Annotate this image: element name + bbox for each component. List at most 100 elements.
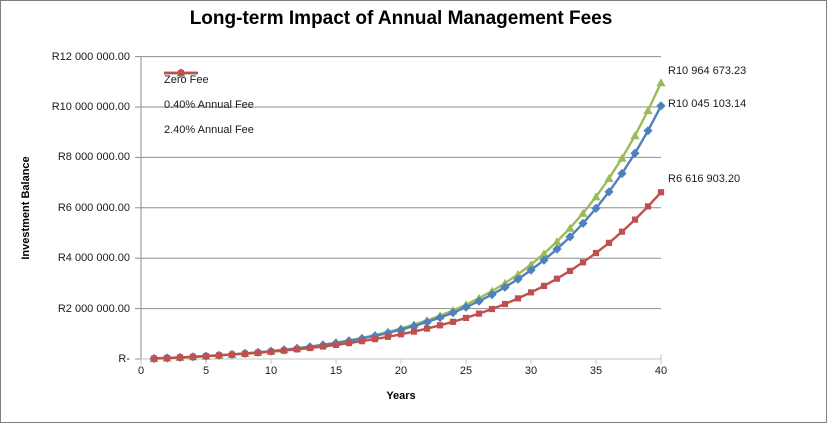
square-marker (189, 353, 197, 360)
diamond-marker (448, 308, 458, 318)
triangle-marker (643, 106, 653, 115)
y-tick-label: R8 000 000.00 (57, 151, 130, 163)
square-marker (592, 249, 600, 257)
square-marker (462, 314, 470, 321)
square-marker (605, 239, 613, 246)
square-marker (423, 325, 431, 332)
diamond-marker (643, 126, 653, 136)
triangle-marker (604, 174, 614, 182)
series-layer (149, 78, 666, 364)
x-tick-label: 15 (329, 365, 343, 377)
diamond-marker (591, 203, 601, 213)
triangle-marker (565, 223, 575, 232)
square-marker (267, 348, 275, 355)
square-marker (306, 344, 314, 352)
square-marker (319, 343, 327, 350)
triangle-marker (526, 260, 536, 269)
square-marker (644, 203, 652, 210)
diamond-marker (487, 290, 497, 300)
x-tick-label: 30 (524, 365, 538, 377)
square-marker (176, 354, 184, 361)
y-axis (135, 56, 142, 364)
square-marker (254, 349, 262, 356)
square-marker (475, 310, 483, 317)
triangle-marker (630, 131, 640, 140)
diamond-marker (435, 313, 445, 323)
legend-marker-240-fee (164, 69, 198, 77)
x-axis-title: Years (386, 390, 416, 402)
diamond-marker (500, 282, 510, 292)
data-label-040-fee: R10 045 103.14 (668, 98, 747, 110)
diamond-marker (604, 187, 614, 197)
square-marker (332, 341, 340, 348)
diamond-marker (409, 321, 419, 331)
square-marker (177, 69, 185, 77)
data-label-240-fee: R6 616 903.20 (668, 173, 741, 185)
square-marker (358, 338, 366, 345)
diamond-marker (630, 148, 640, 158)
x-tick-label: 0 (137, 365, 145, 377)
y-tick-label: R2 000 000.00 (57, 303, 130, 315)
square-marker (150, 355, 158, 362)
triangle-marker (656, 78, 666, 87)
square-marker (501, 300, 509, 308)
square-marker (280, 347, 288, 354)
x-tick-label: 20 (394, 365, 408, 377)
x-tick-label: 40 (654, 365, 668, 377)
square-marker (215, 352, 223, 359)
legend-label: Zero Fee (164, 73, 209, 86)
series-line-1 (153, 105, 663, 360)
triangle-marker (591, 192, 601, 201)
y-tick-label: R10 000 000.00 (51, 101, 130, 113)
x-axis (140, 354, 662, 364)
diamond-marker (526, 265, 536, 275)
square-marker (293, 346, 301, 353)
x-tick-label: 25 (459, 365, 473, 377)
legend-label: 2.40% Annual Fee (164, 123, 254, 136)
triangle-marker (539, 249, 549, 258)
square-marker (384, 333, 392, 340)
square-marker (540, 282, 548, 289)
x-tick-label: 5 (202, 365, 210, 377)
y-tick-label: R- (118, 353, 130, 365)
square-marker (228, 351, 236, 358)
diamond-marker (565, 232, 575, 242)
square-marker (449, 318, 457, 325)
legend: Zero Fee 0.40% Annual Fee 2.40% Annual F… (164, 67, 254, 142)
square-marker (657, 189, 665, 196)
diamond-marker (656, 101, 666, 111)
diamond-marker (422, 317, 432, 327)
diamond-marker (617, 168, 627, 179)
square-marker (527, 289, 535, 296)
series-line-2 (153, 191, 662, 360)
triangle-marker (552, 237, 562, 246)
square-marker (202, 353, 210, 360)
x-tick-label: 35 (589, 365, 603, 377)
x-tick-label: 10 (264, 365, 278, 377)
square-marker (436, 322, 444, 329)
y-tick-label: R12 000 000.00 (51, 51, 130, 63)
triangle-marker (617, 153, 627, 162)
diamond-marker (578, 218, 588, 228)
square-marker (410, 328, 418, 335)
y-tick-label: R6 000 000.00 (57, 202, 130, 214)
square-marker (163, 354, 171, 362)
triangle-marker (578, 208, 588, 217)
y-tick-label: R4 000 000.00 (57, 252, 130, 264)
square-marker (553, 275, 561, 282)
square-marker (514, 295, 522, 302)
diamond-marker (539, 255, 549, 265)
square-marker (579, 259, 587, 266)
square-marker (371, 336, 379, 343)
square-marker (241, 350, 249, 357)
diamond-marker (383, 328, 393, 338)
triangle-marker (513, 269, 523, 278)
square-marker (618, 228, 626, 235)
square-marker (488, 305, 496, 313)
chart-title: Long-term Impact of Annual Management Fe… (189, 8, 613, 29)
diamond-marker (474, 296, 484, 306)
legend-label: 0.40% Annual Fee (164, 98, 254, 111)
legend-item-240-fee: 2.40% Annual Fee (164, 69, 254, 142)
